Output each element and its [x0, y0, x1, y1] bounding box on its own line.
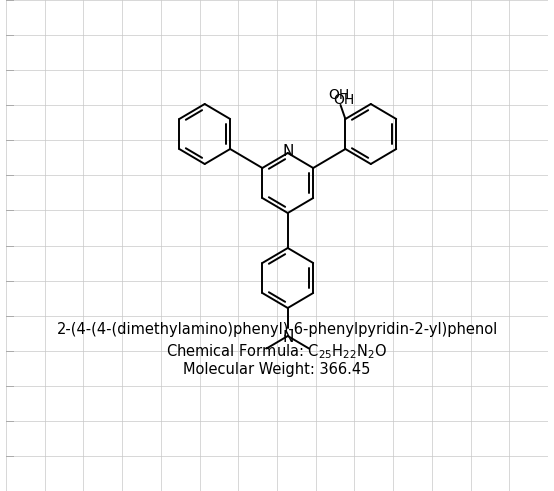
Text: OH: OH — [333, 93, 354, 107]
Text: Molecular Weight: 366.45: Molecular Weight: 366.45 — [183, 362, 371, 377]
Text: 2-(4-(4-(dimethylamino)phenyl)-6-phenylpyridin-2-yl)phenol: 2-(4-(4-(dimethylamino)phenyl)-6-phenylp… — [57, 322, 497, 337]
Text: N: N — [282, 144, 294, 160]
Text: N: N — [282, 330, 294, 345]
Text: Chemical Formula: $\mathregular{C_{25}H_{22}N_{2}O}$: Chemical Formula: $\mathregular{C_{25}H_… — [166, 342, 388, 361]
Text: OH: OH — [328, 88, 349, 102]
